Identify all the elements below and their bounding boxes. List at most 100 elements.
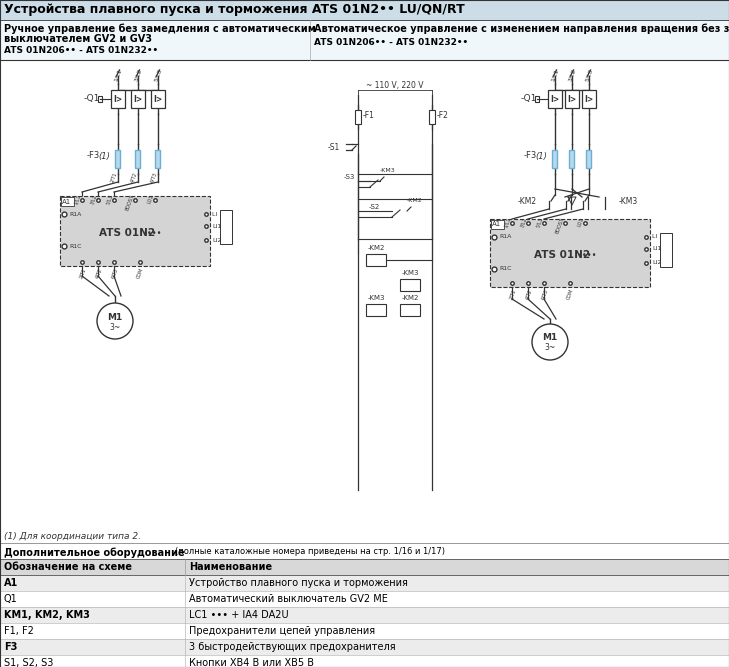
Text: Устройства плавного пуска и торможения ATS 01N2•• LU/QN/RT: Устройства плавного пуска и торможения A… bbox=[4, 3, 465, 17]
Bar bbox=[0, 20, 729, 60]
Text: I>: I> bbox=[567, 95, 577, 103]
Text: выключателем GV2 и GV3: выключателем GV2 и GV3 bbox=[4, 34, 152, 44]
Text: ••••: •••• bbox=[144, 229, 163, 237]
Text: -F3: -F3 bbox=[87, 151, 100, 161]
Text: Автоматический выключатель GV2 ME: Автоматический выключатель GV2 ME bbox=[189, 594, 388, 604]
Text: -Q1: -Q1 bbox=[84, 95, 100, 103]
Text: 4/T2: 4/T2 bbox=[94, 267, 103, 279]
Text: 2/T1: 2/T1 bbox=[78, 267, 87, 279]
Bar bbox=[0, 559, 729, 575]
Text: Обозначение на схеме: Обозначение на схеме bbox=[4, 562, 132, 572]
Text: LI1: LI1 bbox=[652, 247, 661, 251]
Text: ATS 01N206•• - ATS 01N232••: ATS 01N206•• - ATS 01N232•• bbox=[314, 38, 468, 47]
Text: 2/T1: 2/T1 bbox=[109, 171, 118, 183]
Text: I>: I> bbox=[585, 95, 593, 103]
Text: -KM2: -KM2 bbox=[518, 197, 537, 205]
Text: Дополнительное оборудование: Дополнительное оборудование bbox=[4, 547, 184, 558]
Text: R1A: R1A bbox=[499, 235, 511, 239]
Text: 3 быстродействующих предохранителя: 3 быстродействующих предохранителя bbox=[189, 642, 396, 652]
Text: LI1: LI1 bbox=[212, 223, 221, 229]
Text: KM1, KM2, KM3: KM1, KM2, KM3 bbox=[4, 610, 90, 620]
Bar bbox=[60, 196, 210, 266]
Bar bbox=[660, 233, 672, 267]
Text: F1, F2: F1, F2 bbox=[4, 626, 34, 636]
Text: (1) Для координации типа 2.: (1) Для координации типа 2. bbox=[4, 532, 141, 541]
Text: BOOST: BOOST bbox=[555, 216, 565, 234]
Bar bbox=[131, 90, 145, 108]
Bar bbox=[569, 150, 574, 168]
Bar bbox=[582, 90, 596, 108]
Bar bbox=[151, 90, 165, 108]
Text: ATS 01N206•• - ATS 01N232••: ATS 01N206•• - ATS 01N232•• bbox=[4, 46, 158, 55]
Text: 5/L3: 5/L3 bbox=[585, 68, 593, 83]
Text: -KM2: -KM2 bbox=[401, 295, 418, 301]
Bar bbox=[0, 591, 729, 607]
Bar bbox=[220, 210, 232, 244]
Text: Наименование: Наименование bbox=[189, 562, 272, 572]
Text: 1/L1: 1/L1 bbox=[504, 216, 512, 228]
Text: 6/T3: 6/T3 bbox=[110, 267, 119, 279]
Text: LI +: LI + bbox=[212, 211, 225, 217]
Bar bbox=[548, 90, 562, 108]
Text: 5/L3: 5/L3 bbox=[106, 193, 114, 205]
Text: ~ 110 V, 220 V: ~ 110 V, 220 V bbox=[366, 81, 424, 90]
Text: LO1: LO1 bbox=[147, 193, 155, 204]
Bar bbox=[565, 90, 579, 108]
Text: LC1 ••• + IA4 DA2U: LC1 ••• + IA4 DA2U bbox=[189, 610, 289, 620]
Bar bbox=[400, 304, 420, 316]
Text: Ручное управление без замедления с автоматическим: Ручное управление без замедления с автом… bbox=[4, 24, 316, 35]
Text: 3~: 3~ bbox=[545, 344, 555, 352]
Bar bbox=[111, 90, 125, 108]
Text: A1: A1 bbox=[63, 199, 71, 205]
Text: -F1: -F1 bbox=[363, 111, 375, 119]
Text: 3/L2: 3/L2 bbox=[133, 68, 143, 83]
Text: Q1: Q1 bbox=[4, 594, 17, 604]
Text: F3: F3 bbox=[4, 642, 17, 652]
Text: A1: A1 bbox=[4, 578, 18, 588]
Bar bbox=[490, 219, 650, 287]
Text: -S2: -S2 bbox=[369, 204, 380, 210]
Bar bbox=[0, 655, 729, 667]
Bar bbox=[115, 150, 120, 168]
Bar bbox=[61, 197, 74, 206]
Text: -S1: -S1 bbox=[328, 143, 340, 151]
Bar bbox=[0, 623, 729, 639]
Text: 6/T3: 6/T3 bbox=[149, 171, 158, 183]
Text: Кнопки XB4 B или XB5 B: Кнопки XB4 B или XB5 B bbox=[189, 658, 314, 667]
Text: -Q1: -Q1 bbox=[521, 95, 537, 103]
Bar bbox=[400, 279, 420, 291]
Text: Устройство плавного пуска и торможения: Устройство плавного пуска и торможения bbox=[189, 578, 408, 588]
Text: 4/T2: 4/T2 bbox=[524, 288, 533, 300]
Text: (1): (1) bbox=[535, 151, 547, 161]
Text: ••••: •••• bbox=[578, 251, 598, 259]
Text: COM: COM bbox=[566, 288, 574, 300]
Text: Предохранители цепей управления: Предохранители цепей управления bbox=[189, 626, 375, 636]
Text: -KM3: -KM3 bbox=[401, 270, 418, 276]
Bar bbox=[0, 575, 729, 591]
Text: 6/T3: 6/T3 bbox=[540, 288, 549, 300]
Bar bbox=[366, 304, 386, 316]
Bar bbox=[535, 96, 539, 102]
Circle shape bbox=[97, 303, 133, 339]
Text: -F2: -F2 bbox=[437, 111, 449, 119]
Text: I>: I> bbox=[114, 95, 122, 103]
Text: COM: COM bbox=[136, 267, 144, 279]
Text: LI2: LI2 bbox=[212, 237, 222, 243]
Text: S1, S2, S3: S1, S2, S3 bbox=[4, 658, 53, 667]
Text: ATS 01N2: ATS 01N2 bbox=[534, 250, 590, 260]
Text: I>: I> bbox=[133, 95, 143, 103]
Text: -F3: -F3 bbox=[523, 151, 537, 161]
Text: R1A: R1A bbox=[69, 211, 82, 217]
Bar bbox=[0, 639, 729, 655]
Text: 5/L3: 5/L3 bbox=[153, 68, 163, 83]
Text: 1/L1: 1/L1 bbox=[74, 193, 82, 205]
Text: R1C: R1C bbox=[69, 243, 82, 249]
Text: -KM2: -KM2 bbox=[367, 245, 385, 251]
Text: -KM3: -KM3 bbox=[367, 295, 385, 301]
Text: I>: I> bbox=[153, 95, 163, 103]
Bar bbox=[355, 110, 361, 124]
Bar bbox=[553, 150, 558, 168]
Text: M1: M1 bbox=[107, 313, 122, 321]
Text: (полные каталожные номера приведены на стр. 1/16 и 1/17): (полные каталожные номера приведены на с… bbox=[175, 547, 445, 556]
Text: (1): (1) bbox=[98, 151, 110, 161]
